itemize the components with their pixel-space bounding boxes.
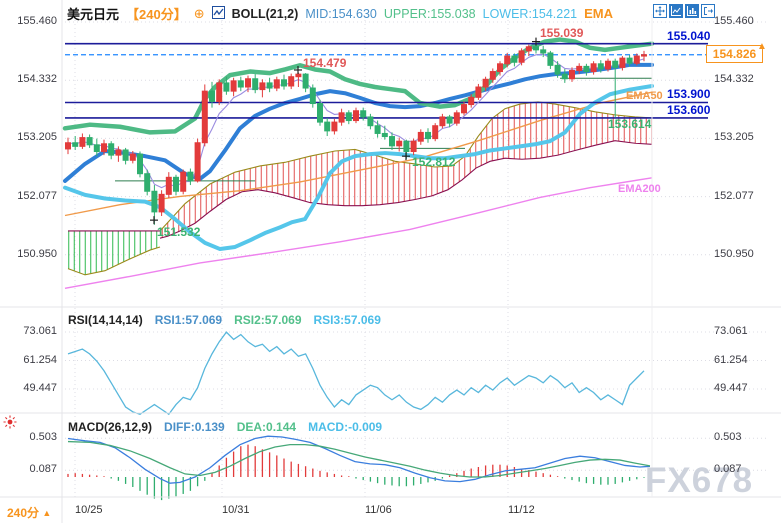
main-axis-label-left: 150.950 [17,247,57,260]
interval-dropdown-icon[interactable]: ▲ [42,508,52,518]
boll-lower-value: LOWER:154.221 [482,6,578,21]
swing-annotation: 154.479 [303,56,347,70]
swing-annotation: 155.039 [540,26,584,40]
symbol-name: 美元日元 [67,7,120,22]
macd-diff-value: DIFF:0.139 [164,420,225,434]
indicator-settings-icon[interactable] [3,415,17,434]
interval-label[interactable]: 【240分】 [126,7,187,22]
watermark: FX678 [645,461,754,500]
boll-mid-value: MID:154.630 [305,6,377,21]
ema200-label: EMA200 [618,183,661,195]
level-label: 153.900 [667,87,711,102]
main-axis-label-left: 154.332 [17,73,57,86]
boll-upper-value: UPPER:155.038 [383,6,476,21]
date-label: 10/31 [222,504,250,516]
exit-fullscreen-icon[interactable] [701,4,715,18]
swing-annotation: 152.812 [412,155,456,169]
main-axis-label-right: 150.950 [714,247,754,260]
rsi-axis-label-right: 49.447 [714,382,748,394]
rsi3-value: RSI3:57.069 [313,313,381,327]
macd-header: MACD(26,12,9) DIFF:0.139 DEA:0.144 MACD:… [68,420,382,434]
footer-interval-selector[interactable]: 240分 ▲ [7,504,51,521]
level-label: 155.040 [667,28,711,43]
macd-axis-label-left: 0.503 [29,431,57,444]
rsi1-value: RSI1:57.069 [154,313,223,327]
macd-axis-label-left: 0.087 [29,463,57,476]
footer-interval-label[interactable]: 240分 [7,506,40,520]
rsi-header: RSI(14,14,14) RSI1:57.069 RSI2:57.069 RS… [68,313,381,327]
chart-header: 美元日元 【240分】 ⊕ BOLL(21,2) MID:154.630 UPP… [67,4,613,23]
rsi-axis-label-left: 61.254 [23,353,57,366]
rsi-axis-label-left: 73.061 [23,325,57,337]
macd-macd-value: MACD:-0.009 [308,420,383,434]
macd-dea-value: DEA:0.144 [236,420,297,434]
rsi-title[interactable]: RSI(14,14,14) [68,313,143,327]
main-axis-label-left: 153.205 [17,131,57,144]
rsi2-value: RSI2:57.069 [234,313,302,327]
main-axis-label-right: 155.460 [714,15,754,27]
ema-indicator-label[interactable]: EMA [584,6,614,21]
candlestick-chart-icon [211,5,225,22]
chart-toolbar [653,4,715,18]
add-indicator-icon[interactable]: ⊕ [193,5,205,21]
macd-axis-label-right: 0.087 [714,463,742,476]
date-label: 11/12 [508,504,535,516]
move-crosshair-icon[interactable] [653,4,667,18]
swing-annotation: 151.532 [157,225,201,239]
main-axis-label-right: 153.205 [714,131,754,144]
main-axis-label-left: 152.077 [17,189,57,202]
date-label: 11/06 [365,504,392,516]
rsi-axis-label-right: 61.254 [714,353,748,366]
main-axis-label-right: 152.077 [714,189,754,202]
ema50-label: EMA50 [626,90,663,102]
indicator-name[interactable]: BOLL(21,2) [231,6,299,21]
main-axis-label-right: 154.332 [714,73,754,86]
chart-bars-icon[interactable] [685,4,699,18]
level-label: 153.600 [667,102,711,117]
swing-annotation: 153.614 [608,117,652,131]
macd-title[interactable]: MACD(26,12,9) [68,420,153,434]
macd-axis-label-right: 0.503 [714,431,742,444]
chart-axes-icon[interactable] [669,4,683,18]
price-up-arrow-icon: ▲ [757,41,767,52]
rsi-axis-label-right: 73.061 [714,325,748,337]
rsi-axis-label-left: 49.447 [23,382,57,394]
current-price-tag: 154.826 [706,45,763,63]
main-axis-label-left: 155.460 [17,15,57,27]
date-label: 10/25 [75,504,103,516]
